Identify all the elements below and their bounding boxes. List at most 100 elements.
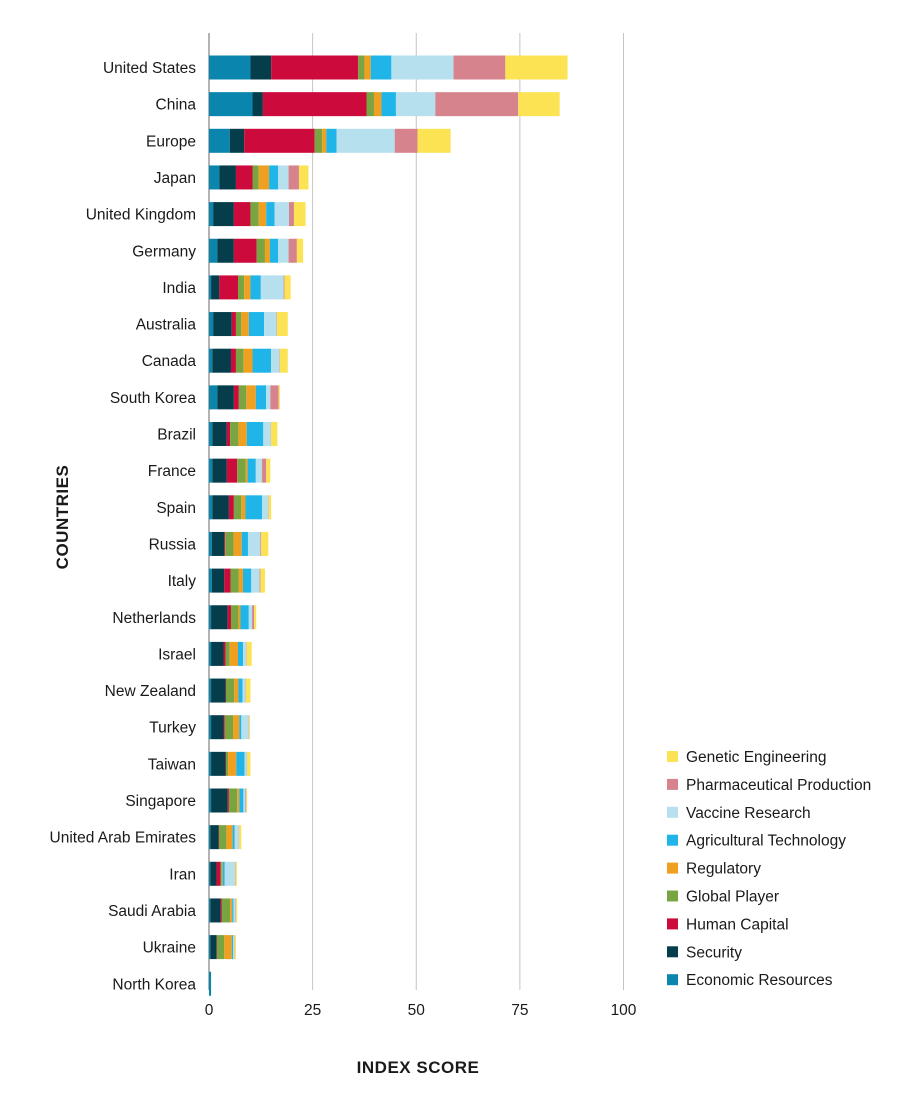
bar-segment-economic-resources bbox=[209, 56, 250, 80]
bar-segment-economic-resources bbox=[209, 898, 210, 922]
legend-label: Human Capital bbox=[686, 916, 789, 933]
bar-segment-vaccine-research bbox=[235, 825, 239, 849]
bar-segment-agricultural-technology bbox=[250, 275, 260, 299]
category-label: Singapore bbox=[125, 793, 196, 810]
legend-item-agricultural-technology: Agricultural Technology bbox=[667, 833, 846, 850]
legend-swatch bbox=[667, 918, 678, 929]
category-label: Saudi Arabia bbox=[108, 903, 196, 920]
bar-segment-global-player bbox=[226, 679, 234, 703]
bar-segment-regulatory bbox=[322, 129, 326, 153]
legend-label: Global Player bbox=[686, 889, 779, 906]
category-label: United Arab Emirates bbox=[50, 830, 197, 847]
bar-segment-vaccine-research bbox=[233, 898, 235, 922]
bar-segment-pharmaceutical-production bbox=[435, 92, 518, 116]
bar-segment-global-player bbox=[358, 56, 364, 80]
bar-segment-agricultural-technology bbox=[238, 679, 242, 703]
category-label: France bbox=[148, 463, 196, 480]
bar-segment-vaccine-research bbox=[248, 532, 260, 556]
bar-segment-vaccine-research bbox=[274, 202, 289, 226]
bar-segment-global-player bbox=[221, 862, 222, 886]
bar-segment-agricultural-technology bbox=[269, 165, 278, 189]
bar-segment-agricultural-technology bbox=[232, 898, 233, 922]
category-label: Netherlands bbox=[112, 610, 196, 627]
category-label: Europe bbox=[146, 133, 196, 150]
bar-segment-vaccine-research bbox=[278, 165, 288, 189]
bar-segment-global-player bbox=[315, 129, 322, 153]
bar-segment-human-capital bbox=[231, 349, 236, 373]
legend-label: Regulatory bbox=[686, 861, 761, 878]
category-label: China bbox=[156, 97, 197, 114]
legend-label: Genetic Engineering bbox=[686, 749, 826, 766]
bar-segment-pharmaceutical-production bbox=[454, 56, 506, 80]
bar-segment-regulatory bbox=[244, 275, 250, 299]
category-label: South Korea bbox=[110, 390, 197, 407]
bar-segment-vaccine-research bbox=[271, 349, 279, 373]
bar-segment-pharmaceutical-production bbox=[395, 129, 418, 153]
x-tick-label: 50 bbox=[408, 1002, 426, 1019]
bar-segment-economic-resources bbox=[209, 715, 211, 739]
bar-segment-security bbox=[210, 898, 220, 922]
bar-segment-human-capital bbox=[271, 56, 358, 80]
bar-segment-global-player bbox=[229, 789, 237, 813]
bar-segment-pharmaceutical-production bbox=[284, 275, 285, 299]
bar-segment-regulatory bbox=[233, 532, 241, 556]
bar-segment-security bbox=[217, 239, 234, 263]
bar-segment-agricultural-technology bbox=[245, 495, 262, 519]
bar-segment-security bbox=[250, 56, 271, 80]
legend-swatch bbox=[667, 779, 678, 790]
bar-segment-human-capital bbox=[232, 312, 236, 336]
bar-segment-economic-resources bbox=[209, 825, 210, 849]
bar-segment-regulatory bbox=[224, 935, 231, 959]
bar-segment-security bbox=[211, 605, 228, 629]
bar-segment-human-capital bbox=[216, 862, 220, 886]
bar-segment-genetic-engineering bbox=[417, 129, 450, 153]
bar-segment-agricultural-technology bbox=[371, 56, 392, 80]
bar-segment-human-capital bbox=[229, 495, 234, 519]
bar-segment-genetic-engineering bbox=[269, 495, 271, 519]
bar-segment-agricultural-technology bbox=[232, 935, 233, 959]
bars bbox=[209, 56, 568, 996]
bar-segment-security bbox=[212, 532, 224, 556]
category-label: Israel bbox=[158, 646, 196, 663]
bar-segment-security bbox=[211, 679, 226, 703]
bar-segment-global-player bbox=[217, 935, 224, 959]
bar-segment-regulatory bbox=[230, 642, 238, 666]
bar-segment-human-capital bbox=[234, 202, 251, 226]
bar-segment-pharmaceutical-production bbox=[245, 789, 246, 813]
bar-segment-regulatory bbox=[243, 349, 252, 373]
bar-segment-global-player bbox=[237, 459, 245, 483]
bar-segment-economic-resources bbox=[209, 385, 217, 409]
bar-segment-human-capital bbox=[228, 789, 229, 813]
bar-segment-global-player bbox=[230, 422, 238, 446]
bar-segment-vaccine-research bbox=[261, 275, 284, 299]
bar-segment-vaccine-research bbox=[245, 752, 247, 776]
bar-segment-security bbox=[210, 935, 216, 959]
category-label: Spain bbox=[156, 500, 196, 517]
legend-item-regulatory: Regulatory bbox=[667, 861, 761, 878]
bar-segment-agricultural-technology bbox=[239, 715, 241, 739]
bar-segment-genetic-engineering bbox=[246, 789, 247, 813]
bar-segment-global-player bbox=[236, 312, 241, 336]
legend-label: Security bbox=[686, 944, 742, 961]
bar-segment-genetic-engineering bbox=[297, 239, 303, 263]
bar-segment-economic-resources bbox=[209, 679, 211, 703]
bar-segment-regulatory bbox=[239, 569, 243, 593]
bar-segment-vaccine-research bbox=[233, 935, 234, 959]
bar-segment-vaccine-research bbox=[266, 385, 270, 409]
legend-label: Vaccine Research bbox=[686, 805, 811, 822]
bar-segment-regulatory bbox=[259, 202, 266, 226]
category-label: Italy bbox=[168, 573, 197, 590]
bar-segment-pharmaceutical-production bbox=[289, 202, 294, 226]
bar-segment-regulatory bbox=[259, 165, 269, 189]
bar-segment-regulatory bbox=[246, 385, 256, 409]
bar-segment-global-player bbox=[231, 569, 239, 593]
legend-item-global-player: Global Player bbox=[667, 889, 779, 906]
bar-segment-human-capital bbox=[244, 129, 314, 153]
bar-segment-regulatory bbox=[265, 239, 270, 263]
x-tick-label: 0 bbox=[205, 1002, 214, 1019]
category-label: Turkey bbox=[149, 720, 196, 737]
bar-segment-security bbox=[210, 825, 218, 849]
bar-segment-regulatory bbox=[230, 898, 232, 922]
